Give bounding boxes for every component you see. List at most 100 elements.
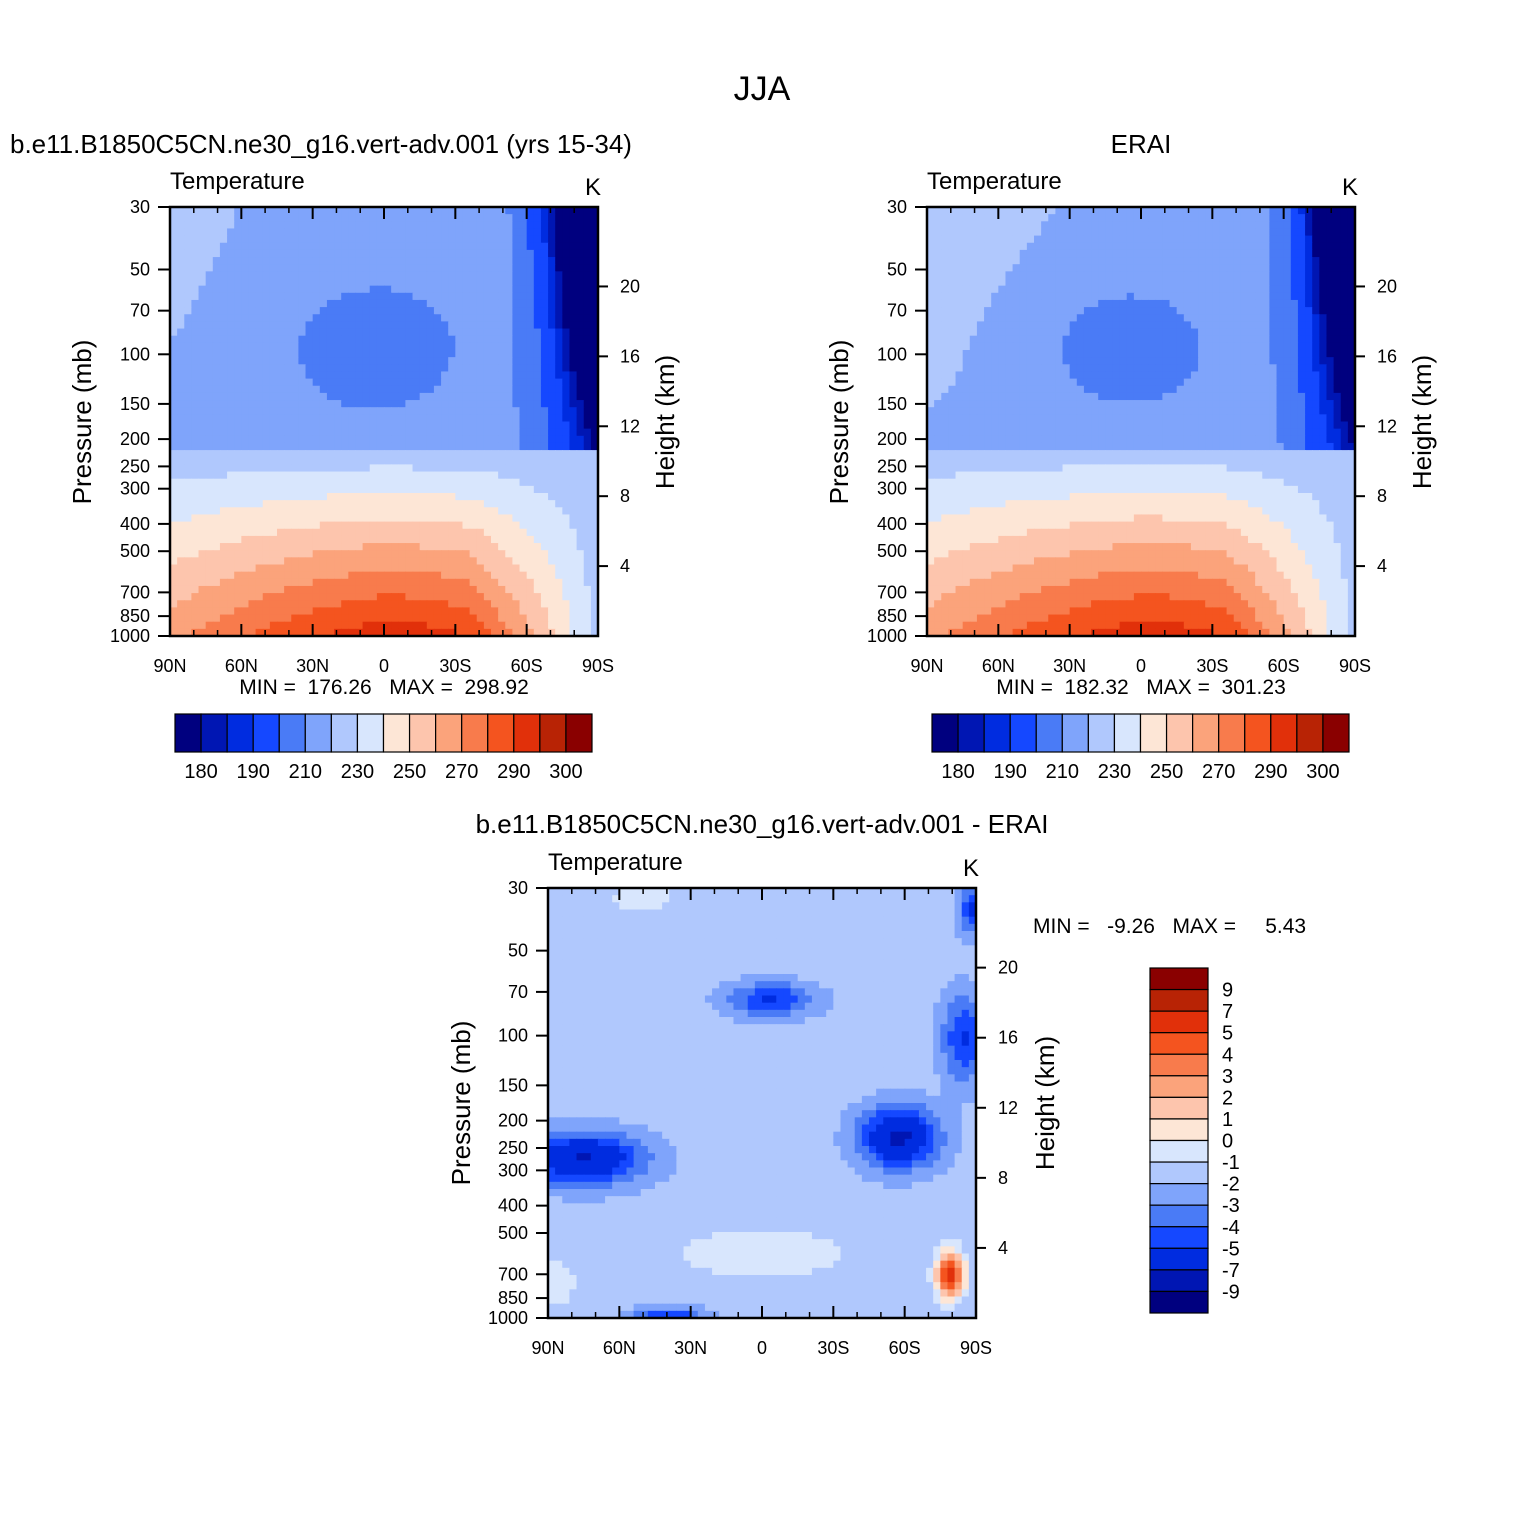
- model-field-cell: [341, 400, 349, 408]
- obs-field-cell: [1148, 228, 1156, 237]
- obs-field-cell: [955, 228, 964, 237]
- model-field-cell: [298, 442, 307, 451]
- obs-field-cell: [1083, 350, 1092, 358]
- obs-field-cell: [1319, 328, 1328, 337]
- obs-field-cell: [1255, 235, 1263, 244]
- model-field-cell: [362, 249, 371, 258]
- model-field-cell: [241, 385, 250, 394]
- model-field-cell: [369, 564, 378, 573]
- model-field-cell: [355, 378, 364, 387]
- model-field-cell: [562, 493, 571, 501]
- model-field-cell: [519, 543, 528, 551]
- obs-field-cell: [1319, 299, 1328, 308]
- obs-field-cell: [955, 278, 964, 287]
- obs-field-cell: [1019, 342, 1028, 351]
- model-field-cell: [483, 214, 492, 222]
- obs-field-cell: [1255, 207, 1263, 215]
- model-field-cell: [241, 307, 250, 315]
- obs-field-cell: [927, 207, 935, 215]
- model-field-cell: [205, 571, 214, 580]
- model-field-cell: [512, 428, 521, 437]
- obs-field-cell: [1290, 271, 1299, 280]
- model-field-cell: [191, 428, 200, 437]
- model-field-cell: [312, 385, 321, 394]
- model-field-cell: [291, 543, 299, 551]
- model-field-cell: [469, 628, 478, 637]
- model-field-cell: [433, 285, 442, 294]
- model-field-cell: [170, 485, 178, 494]
- model-field-cell: [269, 314, 278, 322]
- model-field-cell: [433, 328, 442, 337]
- obs-field-cell: [969, 307, 978, 315]
- obs-field-cell: [1126, 350, 1135, 358]
- model-field-cell: [298, 364, 307, 373]
- obs-field-cell: [1269, 350, 1278, 358]
- model-field-cell: [376, 392, 385, 401]
- model-field-cell: [398, 278, 406, 287]
- obs-field-cell: [948, 342, 957, 351]
- model-field-cell: [476, 207, 485, 215]
- model-field-cell: [234, 478, 242, 487]
- obs-field-cell: [1169, 299, 1178, 308]
- obs-field-cell: [1112, 228, 1121, 237]
- model-field-cell: [319, 521, 328, 530]
- model-field-cell: [234, 207, 242, 215]
- model-xtick-label: 0: [379, 656, 389, 676]
- model-field-cell: [234, 335, 242, 344]
- model-field-cell: [241, 328, 250, 337]
- model-field-cell: [248, 571, 257, 580]
- model-field-cell: [391, 593, 399, 601]
- obs-field-cell: [1312, 299, 1320, 308]
- model-field-cell: [540, 242, 549, 251]
- model-field-cell: [419, 285, 428, 294]
- model-field-cell: [170, 400, 178, 408]
- obs-field-cell: [1262, 342, 1270, 351]
- obs-field-cell: [1034, 350, 1042, 358]
- model-field-cell: [177, 400, 185, 408]
- obs-field-cell: [1290, 335, 1299, 344]
- obs-field-cell: [1133, 207, 1142, 215]
- model-field-cell: [391, 428, 399, 437]
- model-field-cell: [555, 600, 563, 608]
- obs-field-cell: [1126, 271, 1135, 280]
- obs-field-cell: [1041, 350, 1049, 358]
- obs-field-cell: [1255, 249, 1263, 258]
- model-field-cell: [284, 271, 292, 280]
- model-field-cell: [498, 264, 506, 272]
- obs-field-cell: [1183, 214, 1192, 222]
- obs-field-cell: [1233, 221, 1242, 230]
- obs-field-cell: [1219, 321, 1228, 330]
- model-field-cell: [441, 585, 449, 594]
- model-field-cell: [491, 342, 499, 351]
- model-field-cell: [448, 571, 456, 580]
- obs-field-cell: [1319, 321, 1328, 330]
- model-field-cell: [526, 578, 535, 587]
- obs-field-cell: [1026, 350, 1035, 358]
- obs-field-cell: [1076, 350, 1085, 358]
- model-field-cell: [284, 400, 292, 408]
- model-field-cell: [590, 228, 599, 237]
- model-field-cell: [355, 328, 364, 337]
- model-field-cell: [469, 400, 478, 408]
- model-field-cell: [255, 585, 264, 594]
- obs-field-cell: [976, 350, 985, 358]
- model-field-cell: [462, 321, 471, 330]
- model-field-cell: [255, 392, 264, 401]
- model-field-cell: [391, 514, 399, 523]
- model-field-cell: [355, 350, 364, 358]
- model-field-cell: [312, 514, 321, 523]
- model-field-cell: [426, 242, 435, 251]
- model-field-cell: [248, 428, 257, 437]
- model-field-cell: [312, 607, 321, 616]
- model-field-cell: [519, 464, 528, 473]
- model-field-cell: [540, 428, 549, 437]
- model-field-cell: [498, 271, 506, 280]
- model-field-cell: [319, 571, 328, 580]
- model-field-cell: [205, 600, 214, 608]
- model-field-cell: [255, 471, 264, 480]
- model-field-cell: [177, 535, 185, 544]
- model-field-cell: [326, 314, 335, 322]
- model-field-cell: [483, 507, 492, 516]
- model-field-cell: [369, 242, 378, 251]
- model-field-cell: [462, 278, 471, 287]
